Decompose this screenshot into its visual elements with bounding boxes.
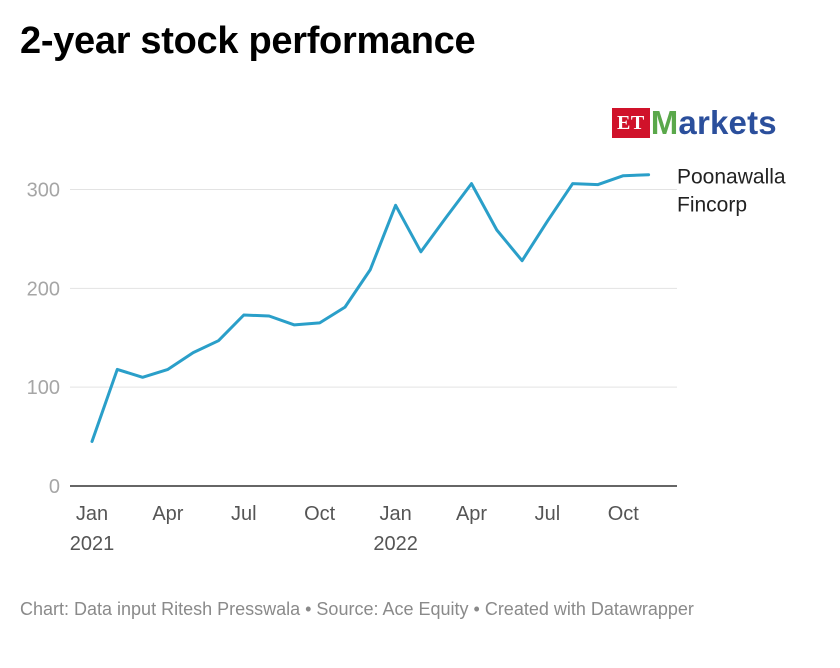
x-tick-label-1: Apr — [152, 503, 183, 525]
x-tick-label-0: Jan — [76, 503, 108, 525]
x-tick-label-5: Apr — [456, 503, 487, 525]
gridlines — [70, 189, 677, 388]
series-labels: Poonawalla Fincorp — [677, 166, 786, 217]
y-tick-label-200: 200 — [27, 278, 60, 300]
x-axis-ticks: Jan 2021 Apr Jul Oct Jan 2022 Apr Jul Oct — [70, 503, 640, 555]
series-label-0: Poonawalla Fincorp — [677, 166, 786, 217]
x-tick-label-7: Oct — [608, 503, 640, 525]
series-label-line-1: Fincorp — [677, 194, 747, 217]
y-tick-label-300: 300 — [27, 180, 60, 202]
logo-markets-text: Markets — [651, 106, 777, 140]
x-tick-label-3: Oct — [304, 503, 336, 525]
y-axis-ticks: 0 100 200 300 — [27, 180, 60, 498]
etmarkets-logo: ET Markets — [612, 106, 777, 140]
y-tick-label-100: 100 — [27, 377, 60, 399]
x-tick-year-4: 2022 — [373, 533, 418, 555]
x-tick-label-6: Jul — [535, 503, 561, 525]
series-layer — [90, 173, 651, 443]
y-tick-label-0: 0 — [49, 476, 60, 498]
logo-markets-rest: arkets — [678, 104, 777, 141]
series-label-line-0: Poonawalla — [677, 166, 786, 189]
logo-et-badge: ET — [612, 108, 650, 138]
x-tick-year-0: 2021 — [70, 533, 115, 555]
logo-markets-accent: M — [650, 104, 679, 141]
x-tick-label-4: Jan — [379, 503, 411, 525]
chart-title: 2-year stock performance — [20, 20, 476, 62]
series-line-0 — [90, 173, 651, 443]
chart-footer: Chart: Data input Ritesh Presswala • Sou… — [20, 599, 694, 619]
x-tick-label-2: Jul — [231, 503, 257, 525]
